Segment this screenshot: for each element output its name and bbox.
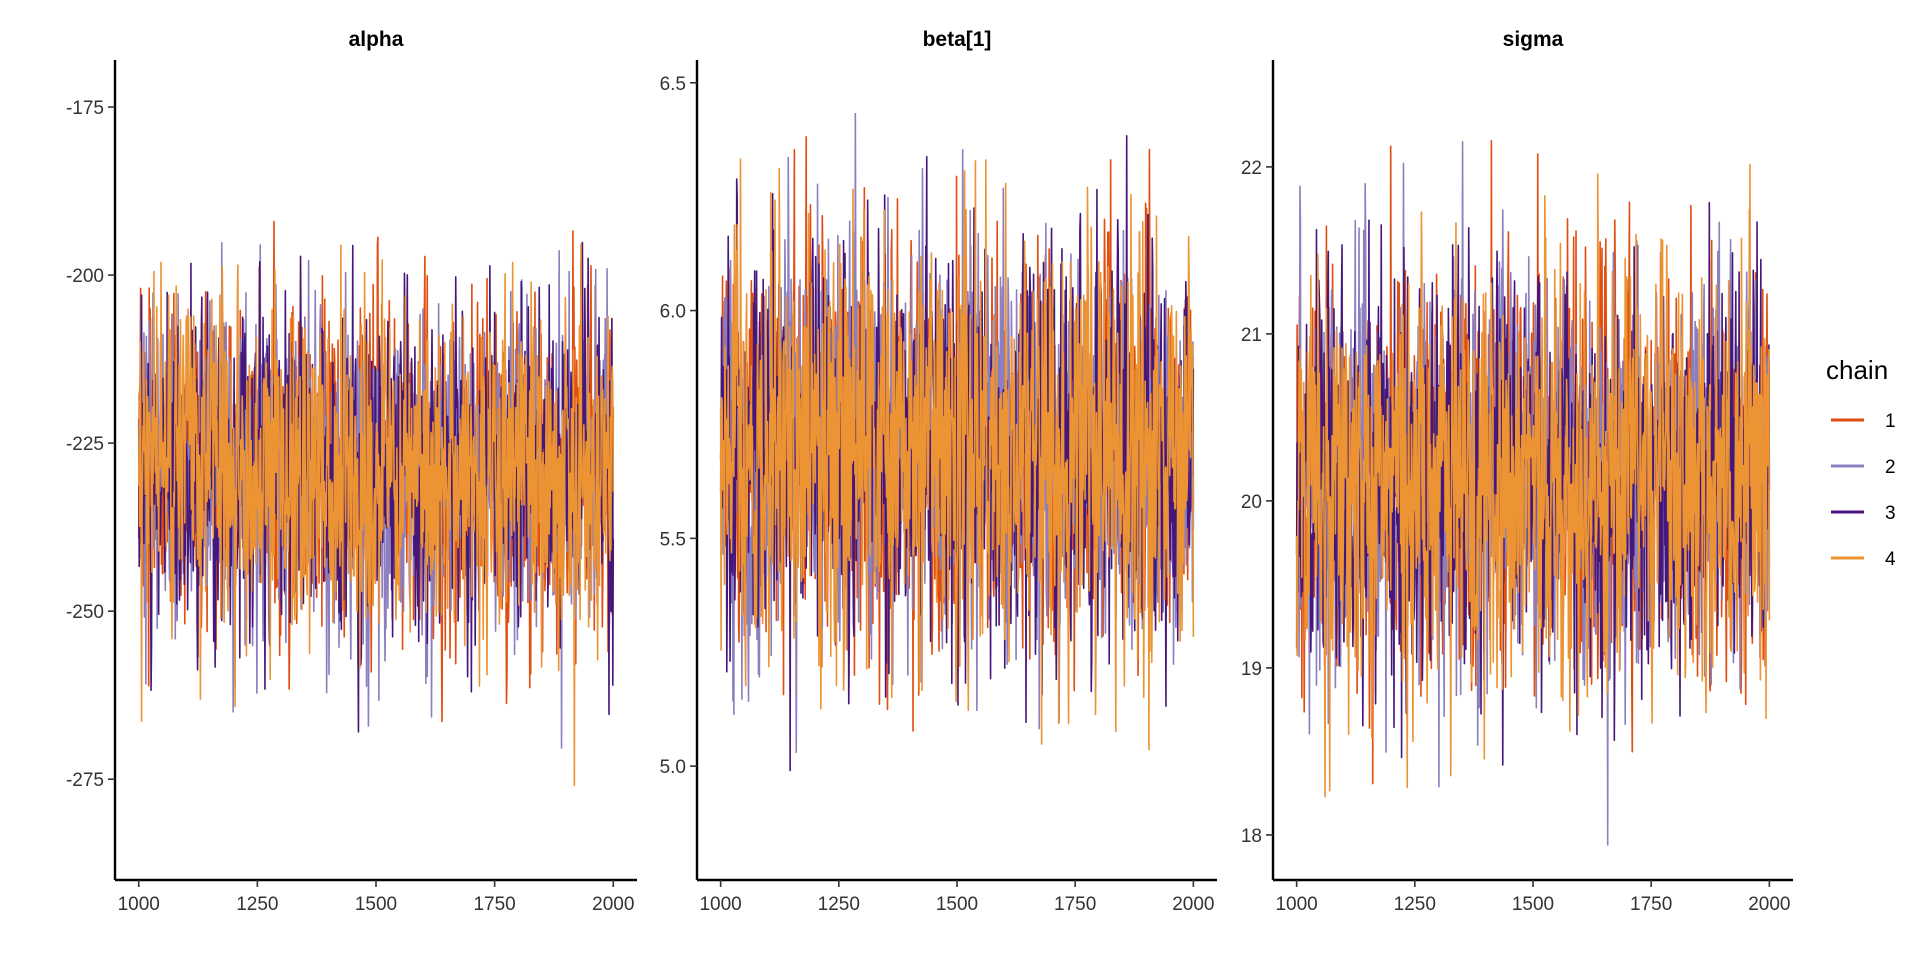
panels-group: alpha -275 -250 -225 -200 -175 1000 1250 1500 175… xyxy=(66,28,1793,915)
panel-title: alpha xyxy=(349,28,404,51)
y-tick-label: -225 xyxy=(66,434,104,455)
panel-title: sigma xyxy=(1503,28,1564,51)
x-tick-label: 1000 xyxy=(1275,894,1317,915)
y-tick-label: 18 xyxy=(1241,826,1262,847)
y-tick-label: -200 xyxy=(66,266,104,287)
legend-label-chain-2: 2 xyxy=(1885,457,1896,478)
trace-series-group xyxy=(719,112,1195,772)
panel-sigma: sigma 18 19 20 21 22 1000 1250 1500 1750 2000 xyxy=(1241,28,1793,915)
panel-beta1: beta[1] 5.0 5.5 6.0 6.5 1000 1250 1500 1750 2000 xyxy=(660,28,1217,915)
y-tick-label: -250 xyxy=(66,602,104,623)
y-tick-label: 22 xyxy=(1241,158,1262,179)
legend-entry-1: 1 xyxy=(1831,411,1896,432)
y-tick-label: 20 xyxy=(1241,492,1262,513)
x-tick-label: 2000 xyxy=(1172,894,1214,915)
y-tick-label: -175 xyxy=(66,98,104,119)
legend-entry-4: 4 xyxy=(1831,549,1896,570)
x-tick-label: 1250 xyxy=(1394,894,1436,915)
x-tick-label: 1000 xyxy=(699,894,741,915)
x-tick-label: 1750 xyxy=(1054,894,1096,915)
legend-entry-3: 3 xyxy=(1831,503,1896,524)
x-tick-label: 1750 xyxy=(473,894,515,915)
x-tick-label: 1000 xyxy=(118,894,160,915)
y-tick-label: 19 xyxy=(1241,659,1262,680)
y-tick-label: 6.5 xyxy=(660,74,686,95)
trace-line-chain-4 xyxy=(719,158,1195,751)
legend-label-chain-1: 1 xyxy=(1885,411,1896,432)
legend-entry-2: 2 xyxy=(1831,457,1896,478)
x-tick-label: 2000 xyxy=(1748,894,1790,915)
x-tick-label: 1250 xyxy=(236,894,278,915)
panel-title: beta[1] xyxy=(923,28,992,51)
trace-line-chain-4 xyxy=(1295,163,1771,798)
x-tick-label: 1750 xyxy=(1630,894,1672,915)
legend-label-chain-3: 3 xyxy=(1885,503,1896,524)
legend-label-chain-4: 4 xyxy=(1885,549,1896,570)
legend: chain 1 2 3 4 xyxy=(1826,355,1896,570)
y-tick-label: -275 xyxy=(66,770,104,791)
y-tick-label: 5.5 xyxy=(660,529,686,550)
y-tick-label: 5.0 xyxy=(660,757,686,778)
trace-series-group xyxy=(137,220,615,787)
y-tick-label: 6.0 xyxy=(660,302,686,323)
x-tick-label: 1500 xyxy=(1512,894,1554,915)
trace-line-chain-4 xyxy=(137,242,615,787)
legend-title: chain xyxy=(1826,355,1888,385)
x-tick-label: 2000 xyxy=(592,894,634,915)
x-tick-label: 1500 xyxy=(355,894,397,915)
y-tick-label: 21 xyxy=(1241,325,1262,346)
x-tick-label: 1500 xyxy=(936,894,978,915)
trace-series-group xyxy=(1295,139,1771,846)
panel-alpha: alpha -275 -250 -225 -200 -175 1000 1250 1500 175… xyxy=(66,28,637,915)
x-tick-label: 1250 xyxy=(818,894,860,915)
